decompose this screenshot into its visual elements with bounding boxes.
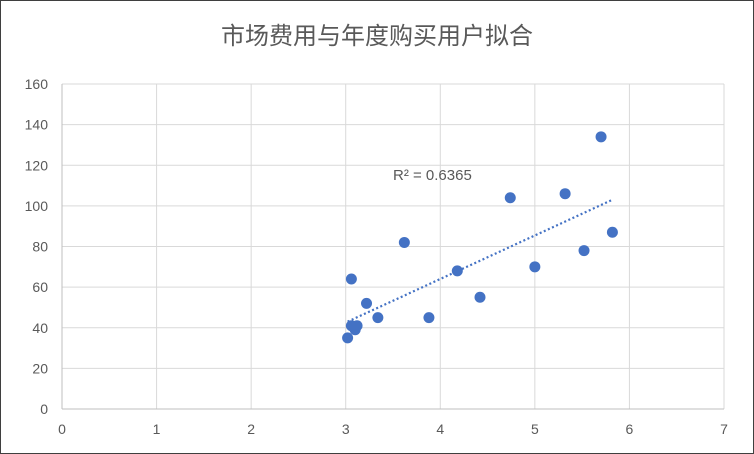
chart-title: 市场费用与年度购买用户拟合 — [221, 22, 533, 50]
y-tick-label: 140 — [25, 117, 49, 133]
trendline — [347, 198, 613, 323]
data-point — [595, 131, 607, 143]
x-tick-label: 0 — [58, 421, 66, 437]
point-layer — [342, 131, 618, 344]
x-tick-label: 4 — [436, 421, 444, 437]
data-point — [398, 236, 410, 248]
label-layer: R² = 0.6365 — [393, 167, 472, 184]
y-tick-label: 60 — [32, 279, 48, 295]
data-point — [342, 332, 354, 344]
y-tick-label: 120 — [25, 157, 49, 173]
x-tick-label: 1 — [153, 421, 161, 437]
data-point — [559, 188, 571, 200]
data-point — [372, 312, 384, 324]
x-tick-label: 5 — [531, 421, 539, 437]
data-point — [351, 320, 363, 332]
data-point — [606, 226, 618, 238]
y-tick-label: 20 — [32, 360, 48, 376]
data-point — [474, 291, 486, 303]
y-tick-label: 0 — [40, 401, 48, 417]
y-tick-label: 160 — [25, 76, 49, 92]
trendline-r2-label: R² = 0.6365 — [393, 167, 472, 184]
data-point — [361, 297, 373, 309]
x-tick-label: 6 — [626, 421, 634, 437]
y-tick-label: 100 — [25, 198, 49, 214]
x-tick-label: 2 — [247, 421, 255, 437]
y-tick-label: 40 — [32, 320, 48, 336]
data-point — [423, 312, 435, 324]
data-point — [345, 273, 357, 285]
data-point — [451, 265, 463, 277]
data-point — [529, 261, 541, 273]
x-tick-label: 7 — [720, 421, 728, 437]
axis-layer: 0 20 40 60 80 100 120 140 160 0 1 2 3 4 5 6 7 — [25, 76, 728, 437]
data-point — [578, 245, 590, 257]
x-tick-label: 3 — [342, 421, 350, 437]
grid-layer — [62, 83, 725, 409]
trendline-layer — [347, 198, 613, 323]
data-point — [504, 192, 516, 204]
y-tick-label: 80 — [32, 239, 48, 255]
